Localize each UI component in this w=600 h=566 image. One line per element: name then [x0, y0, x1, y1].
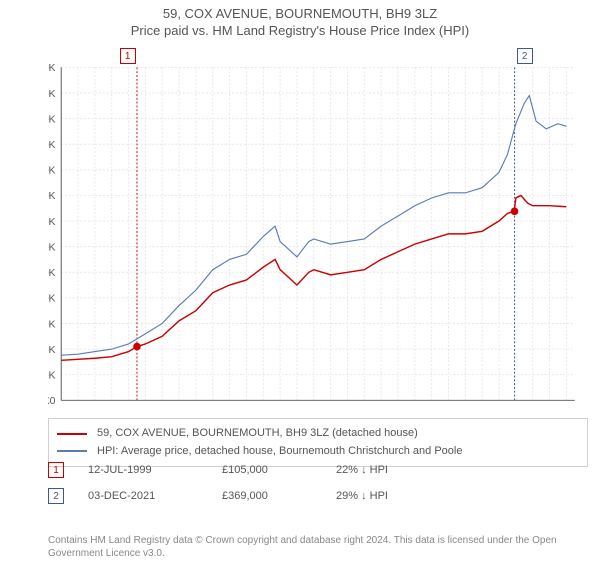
price-chart: £0 £50K £100K £150K £200K £250K £300K £350K £400…	[48, 56, 588, 406]
svg-text:£400K: £400K	[48, 191, 56, 202]
sale-markers: 1 12-JUL-1999 £105,000 22% ↓ HPI 2 03-DE…	[48, 462, 588, 514]
legend: 59, COX AVENUE, BOURNEMOUTH, BH9 3LZ (de…	[48, 418, 588, 467]
svg-text:£0: £0	[48, 396, 56, 406]
legend-row: HPI: Average price, detached house, Bour…	[57, 443, 579, 461]
page-title: 59, COX AVENUE, BOURNEMOUTH, BH9 3LZ	[0, 6, 600, 21]
marker-price: £105,000	[222, 464, 312, 476]
page-subtitle: Price paid vs. HM Land Registry's House …	[0, 23, 600, 38]
svg-text:£450K: £450K	[48, 166, 56, 177]
marker-date: 03-DEC-2021	[88, 490, 198, 502]
marker-price: £369,000	[222, 490, 312, 502]
legend-label: 59, COX AVENUE, BOURNEMOUTH, BH9 3LZ (de…	[97, 425, 418, 443]
marker-icon-1: 1	[48, 462, 64, 478]
legend-swatch	[57, 433, 87, 435]
svg-text:£650K: £650K	[48, 63, 56, 74]
svg-text:£300K: £300K	[48, 242, 56, 253]
marker-pct: 22% ↓ HPI	[336, 464, 446, 476]
svg-text:£500K: £500K	[48, 140, 56, 151]
legend-label: HPI: Average price, detached house, Bour…	[97, 443, 462, 461]
attribution: Contains HM Land Registry data © Crown c…	[48, 534, 588, 560]
chart-marker-2: 2	[517, 48, 533, 64]
svg-text:£150K: £150K	[48, 319, 56, 330]
svg-text:£350K: £350K	[48, 217, 56, 228]
marker-icon-2: 2	[48, 488, 64, 504]
svg-text:£250K: £250K	[48, 268, 56, 279]
svg-text:£550K: £550K	[48, 114, 56, 125]
legend-row: 59, COX AVENUE, BOURNEMOUTH, BH9 3LZ (de…	[57, 425, 579, 443]
legend-swatch	[57, 450, 87, 452]
svg-text:£200K: £200K	[48, 294, 56, 305]
svg-text:£100K: £100K	[48, 345, 56, 356]
marker-pct: 29% ↓ HPI	[336, 490, 446, 502]
chart-marker-1: 1	[120, 48, 136, 64]
svg-text:£600K: £600K	[48, 89, 56, 100]
svg-text:£50K: £50K	[48, 370, 56, 381]
marker-row: 1 12-JUL-1999 £105,000 22% ↓ HPI	[48, 462, 588, 478]
marker-date: 12-JUL-1999	[88, 464, 198, 476]
marker-row: 2 03-DEC-2021 £369,000 29% ↓ HPI	[48, 488, 588, 504]
